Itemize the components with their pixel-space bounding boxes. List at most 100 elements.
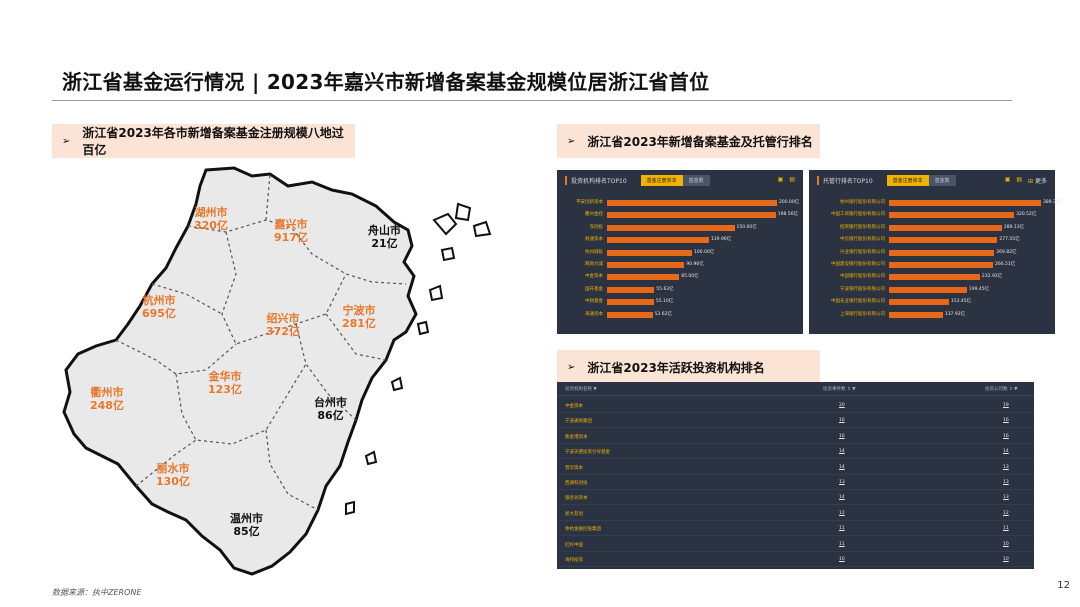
city-label-hangzhou: 杭州市 695亿: [142, 294, 176, 320]
city-name: 衢州市: [90, 386, 124, 399]
bar-row[interactable]: 中国农业银行股份有限公司 153.45亿: [815, 297, 1051, 307]
bar-row[interactable]: 海通资本 53.62亿: [563, 310, 799, 320]
header-company-count[interactable]: 投资公司数 ⇕ ▼: [985, 387, 1018, 392]
bar-label: 国开基金: [585, 286, 603, 292]
section-title-map: 浙江省2023年各市新增备案基金注册规模八地过百亿: [82, 126, 344, 157]
bar: [889, 200, 1041, 206]
bar: [889, 299, 949, 306]
event-count-cell[interactable]: 11: [839, 526, 845, 532]
bar: [889, 274, 980, 281]
bar-row[interactable]: 中国工商银行股份有限公司 320.52亿: [815, 210, 1051, 220]
bar-label: 海通资本: [585, 311, 603, 317]
bar-row[interactable]: 杭州银行股份有限公司 389.38亿: [815, 198, 1063, 208]
company-count-cell[interactable]: 13: [1003, 480, 1009, 485]
event-count-cell[interactable]: 11: [839, 541, 845, 547]
investor-name-cell: 紫金港资本: [565, 434, 588, 440]
header-event-count[interactable]: 投资事件数 ⇕ ▼: [823, 387, 856, 392]
table-row[interactable]: 海邦投资 10 10: [557, 552, 1034, 567]
bar-row[interactable]: 招商银行股份有限公司 289.13亿: [815, 223, 1051, 233]
event-count-cell[interactable]: 14: [839, 449, 845, 455]
panel-toolbar: ▣ ▤ ⊞ 更多: [1005, 176, 1047, 185]
event-count-cell[interactable]: 10: [839, 557, 845, 562]
company-count-cell[interactable]: 12: [1003, 510, 1009, 516]
bar-row[interactable]: 杭州城投 100.00亿: [563, 248, 799, 258]
company-count-cell[interactable]: 11: [1003, 526, 1009, 532]
event-count-cell[interactable]: 16: [839, 433, 845, 439]
event-count-cell[interactable]: 13: [839, 480, 845, 485]
bar-row[interactable]: 宁波银行股份有限公司 199.45亿: [815, 285, 1051, 295]
table-row[interactable]: 红杉中国 11 10: [557, 537, 1034, 552]
bar-label: 深创投: [589, 224, 604, 230]
bar-row[interactable]: 深创投 150.00亿: [563, 223, 799, 233]
bar-row[interactable]: 中国建设银行股份有限公司 266.51亿: [815, 260, 1051, 270]
tab-fund-count[interactable]: 基金数: [682, 174, 710, 186]
bar-row[interactable]: 中国银行股份有限公司 232.92亿: [815, 272, 1051, 282]
event-count-cell[interactable]: 14: [839, 495, 845, 501]
event-count-cell[interactable]: 20: [839, 403, 845, 408]
table-row[interactable]: 宁波通商集团 16 16: [557, 413, 1034, 429]
company-count-cell[interactable]: 13: [1003, 495, 1009, 501]
bar-label: 中国银行股份有限公司: [840, 274, 885, 280]
bar-label: 杭州城投: [585, 249, 603, 255]
bar-row[interactable]: 平安创新资本 200.00亿: [563, 198, 799, 208]
chart-icon[interactable]: ▣: [1004, 176, 1011, 183]
company-count-cell[interactable]: 16: [1003, 433, 1009, 439]
table-row[interactable]: 余杭金融控股集团 11 11: [557, 521, 1034, 537]
event-count-cell[interactable]: 12: [839, 510, 845, 516]
table-row[interactable]: 中金资本 20 19: [557, 398, 1034, 413]
city-label-zhoushan: 舟山市 21亿: [368, 224, 401, 250]
bar-row[interactable]: 上海银行股份有限公司 137.92亿: [815, 310, 1051, 320]
event-count-cell[interactable]: 14: [839, 464, 845, 470]
city-label-wenzhou: 温州市 85亿: [230, 512, 263, 538]
city-name: 湖州市: [194, 206, 228, 219]
bar-row[interactable]: 财通资本 119.96亿: [563, 235, 799, 245]
company-count-cell[interactable]: 10: [1003, 557, 1009, 562]
city-label-ningbo: 宁波市 281亿: [342, 304, 376, 330]
table-icon[interactable]: ▤: [789, 176, 795, 183]
bar-label: 中信银行股份有限公司: [840, 237, 885, 243]
bar-row[interactable]: 兴业银行股份有限公司 269.82亿: [815, 248, 1051, 258]
panel-toolbar: ▣ ▤: [778, 176, 795, 183]
company-count-cell[interactable]: 10: [1003, 541, 1009, 547]
city-value: 21亿: [371, 237, 398, 250]
city-name: 台州市: [314, 396, 347, 409]
city-label-shaoxing: 绍兴市 372亿: [266, 312, 300, 338]
bar-row[interactable]: 中财基金 55.10亿: [563, 297, 799, 307]
header-investor-name[interactable]: 投资机构名称 ▼: [565, 387, 597, 392]
table-row[interactable]: 西湖科创投 13 13: [557, 475, 1034, 490]
table-row[interactable]: 普华资本 14 13: [557, 460, 1034, 475]
company-count-cell[interactable]: 13: [1003, 464, 1009, 470]
tab-fund-capital[interactable]: 基金注册资本: [886, 174, 929, 186]
more-link[interactable]: ⊞ 更多: [1028, 176, 1047, 185]
bar: [607, 200, 777, 206]
tab-fund-capital[interactable]: 基金注册资本: [640, 174, 683, 186]
zhejiang-map: 湖州市 320亿 嘉兴市 917亿 舟山市 21亿 杭州市 695亿 绍兴市 372亿 宁…: [56, 164, 506, 584]
bar-value-label: 119.96亿: [710, 237, 732, 243]
bar-row[interactable]: 中信银行股份有限公司 277.55亿: [815, 235, 1051, 245]
city-value: 320亿: [194, 219, 228, 232]
bar-label: 财通资本: [585, 237, 603, 243]
table-row[interactable]: 宁波天使投资引导基金 14 14: [557, 444, 1034, 460]
table-icon[interactable]: ▤: [1016, 176, 1023, 183]
bar-row[interactable]: 网商力诚 90.96亿: [563, 260, 799, 270]
bar-label: 兴业银行股份有限公司: [840, 249, 885, 255]
city-value: 248亿: [90, 399, 124, 412]
table-row[interactable]: 紫金港资本 16 16: [557, 429, 1034, 444]
company-count-cell[interactable]: 16: [1003, 418, 1009, 424]
event-count-cell[interactable]: 16: [839, 418, 845, 424]
table-row[interactable]: 浙大友创 12 12: [557, 506, 1034, 521]
city-value: 695亿: [142, 307, 176, 320]
bar-row[interactable]: 国开基金 55.63亿: [563, 285, 799, 295]
company-count-cell[interactable]: 19: [1003, 403, 1009, 408]
table-row[interactable]: 银杏谷资本 14 13: [557, 490, 1034, 506]
city-value: 86亿: [317, 409, 344, 422]
chart-icon[interactable]: ▣: [777, 176, 784, 183]
bar-row[interactable]: 衢州金控 198.56亿: [563, 210, 799, 220]
investor-name-cell: 余杭金融控股集团: [565, 527, 601, 533]
bar-value-label: 232.92亿: [981, 274, 1003, 280]
more-label: 更多: [1034, 178, 1047, 185]
tab-fund-count[interactable]: 基金数: [928, 174, 956, 186]
company-count-cell[interactable]: 14: [1003, 449, 1009, 455]
bar-row[interactable]: 中金资本 85.00亿: [563, 272, 799, 282]
title-divider: [52, 100, 1012, 101]
